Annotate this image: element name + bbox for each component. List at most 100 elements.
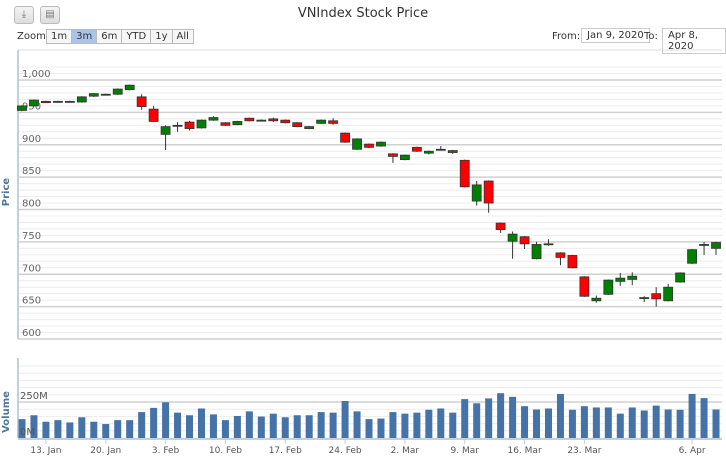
y-tick-label: 650 [22, 296, 41, 307]
candle-up [507, 233, 518, 242]
volume-bar [568, 409, 576, 438]
from-date-input[interactable]: Jan 9, 2020 [581, 28, 650, 43]
volume-bar [341, 400, 349, 438]
candle-up [100, 93, 111, 96]
volume-bar [186, 415, 194, 438]
volume-bar [485, 398, 493, 438]
volume-bar [174, 412, 182, 438]
from-label: From: [552, 31, 581, 42]
volume-bar [712, 409, 720, 438]
download-icon[interactable]: ⤓ [14, 6, 34, 24]
candle-down [244, 117, 255, 122]
candle-up [615, 277, 626, 282]
candle-up [52, 100, 63, 103]
volume-bar [616, 413, 624, 438]
range-button-1m[interactable]: 1m [46, 29, 73, 44]
candle-down [292, 122, 303, 128]
range-button-all[interactable]: All [172, 29, 194, 44]
candle-up [531, 244, 542, 260]
volume-bar [449, 412, 457, 438]
candle-up [639, 297, 650, 299]
volume-bar [30, 415, 38, 438]
candle-up [208, 117, 219, 121]
volume-bar [78, 417, 86, 438]
range-button-6m[interactable]: 6m [97, 29, 123, 44]
candle-up [256, 119, 267, 122]
candle-up [400, 154, 410, 161]
candle-down [136, 96, 147, 107]
candle-down [328, 120, 339, 124]
y-tick-label: 1,000 [22, 69, 51, 80]
candle-down [220, 122, 231, 126]
candle-up [603, 279, 614, 295]
volume-bar [209, 414, 217, 438]
candle-down [567, 255, 578, 269]
volume-bar [461, 399, 469, 438]
volume-bar [245, 411, 253, 438]
candle-up [543, 243, 554, 246]
volume-axis-title: Volume [1, 391, 12, 433]
range-button-ytd[interactable]: YTD [122, 29, 152, 44]
y-tick-label: 800 [22, 199, 41, 210]
x-tick-label: 23. Mar [567, 446, 601, 456]
candle-up [88, 93, 99, 97]
candle-down [651, 293, 662, 300]
candle-up [376, 141, 386, 147]
print-icon[interactable]: ▤ [40, 6, 60, 24]
volume-bar [317, 412, 325, 438]
volume-bar [688, 393, 696, 438]
volume-bar [580, 406, 588, 438]
chart-title: VNIndex Stock Price [297, 6, 429, 21]
y-tick-label: 600 [22, 328, 41, 339]
volume-bar [628, 407, 636, 438]
range-selector: 1m 3m 6m YTD 1y All [46, 29, 194, 44]
candle-up [591, 297, 602, 302]
range-button-3m[interactable]: 3m [72, 29, 98, 44]
volume-bar [365, 419, 373, 438]
volume-tick-label: 0M [20, 427, 35, 438]
candle-down [41, 100, 51, 104]
volume-bar [509, 396, 517, 438]
candle-up [17, 105, 27, 111]
candle-up [675, 272, 686, 283]
x-tick-label: 16. Mar [507, 446, 541, 456]
volume-bar [640, 410, 648, 438]
candle-down [411, 146, 422, 152]
candle-up [423, 150, 434, 154]
candle-down [555, 252, 566, 258]
candle-up [29, 99, 39, 107]
volume-bar [389, 412, 397, 438]
range-button-1y[interactable]: 1y [151, 29, 173, 44]
volume-bar [293, 415, 301, 438]
x-tick-label: 10. Feb [209, 446, 242, 456]
x-tick-label: 20. Jan [90, 446, 121, 456]
volume-bar [604, 407, 612, 438]
candle-up [304, 126, 315, 129]
x-tick-label: 6. Apr [679, 446, 706, 456]
candle-down [579, 276, 590, 297]
candle-up [447, 150, 458, 153]
volume-bar [114, 420, 122, 438]
volume-bar [150, 407, 158, 438]
volume-bar [329, 412, 337, 438]
volume-bar [437, 408, 445, 438]
candle-up [699, 244, 709, 246]
candle-down [519, 236, 530, 245]
volume-bar [54, 420, 62, 438]
volume-bar [664, 409, 672, 438]
volume-bar [197, 408, 205, 438]
volume-bar [533, 409, 541, 438]
y-tick-label: 750 [22, 231, 41, 242]
volume-bar [233, 415, 241, 438]
candle-down [459, 159, 470, 188]
volume-bar [18, 419, 26, 438]
candle-down [280, 119, 291, 124]
volume-bar [138, 412, 146, 438]
y-tick-label: 700 [22, 263, 41, 274]
volume-bar [221, 420, 229, 438]
volume-bar [257, 416, 265, 438]
volume-bar [521, 406, 529, 438]
candle-up [64, 100, 75, 103]
volume-bar [652, 405, 660, 438]
